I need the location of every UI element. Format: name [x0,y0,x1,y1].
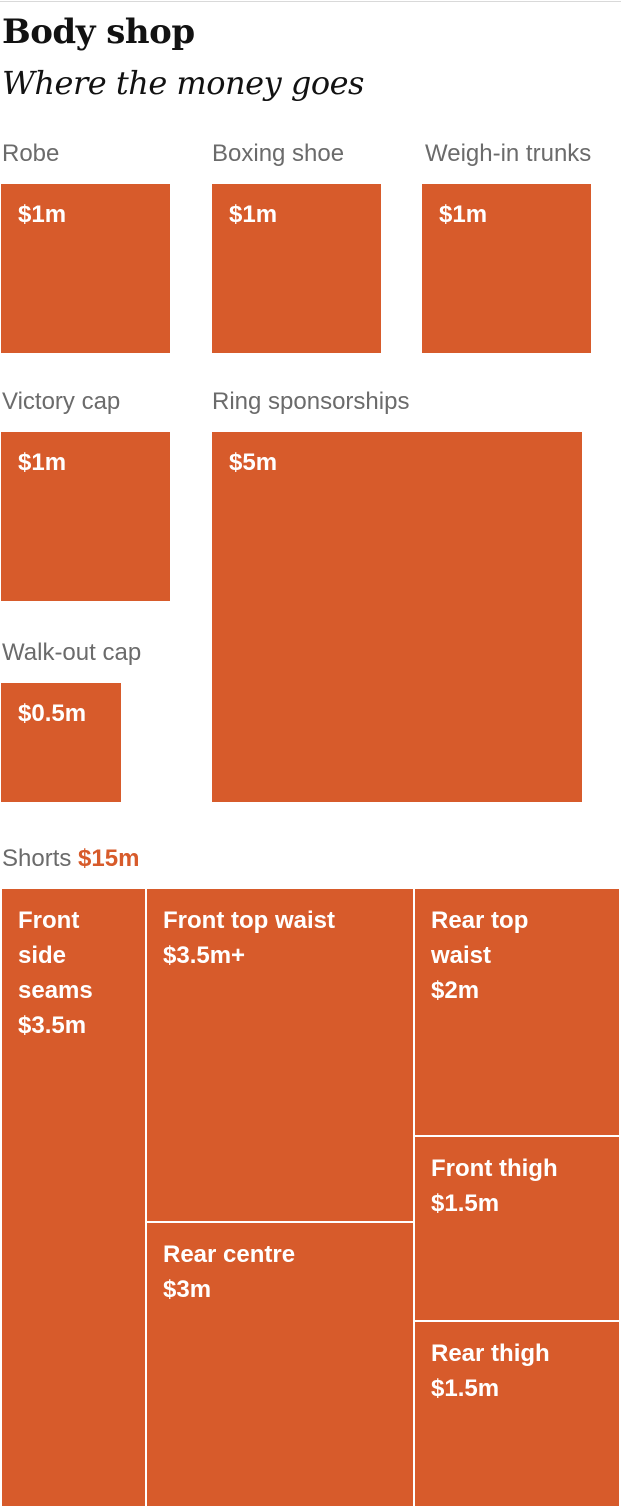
treemap-cell-line: $1.5m [431,1375,500,1402]
treemap-cell-text: Rear thigh $1.5m [431,1336,611,1406]
treemap-cell-text: Rear centre $3m [163,1237,405,1307]
treemap-cell-line: waist [431,942,492,969]
item-square-victory-cap: $1m [1,432,170,601]
item-value-ring-sponsorships: $5m [229,449,278,476]
treemap-cell-line: $3.5m+ [163,942,246,969]
treemap-cell-line: Rear centre [163,1241,296,1268]
treemap-cell-text: Front thigh $1.5m [431,1151,611,1221]
shorts-total: $15m [78,845,140,872]
treemap-cell-text: Front top waist $3.5m+ [163,903,405,973]
item-square-robe: $1m [1,184,170,353]
shorts-label-text: Shorts [2,845,72,872]
item-label-weigh-in-trunks: Weigh-in trunks [425,140,592,167]
treemap-cell-front-top-waist: Front top waist $3.5m+ [146,888,414,1222]
treemap-cell-line: $2m [431,977,480,1004]
item-value-weigh-in-trunks: $1m [439,201,488,228]
item-value-victory-cap: $1m [18,449,67,476]
item-label-robe: Robe [2,140,60,167]
item-label-ring-sponsorships: Ring sponsorships [212,388,410,415]
treemap-cell-line: seams [18,977,93,1004]
treemap-cell-line: Rear thigh [431,1340,550,1367]
chart-title: Body shop [2,12,195,52]
item-square-boxing-shoe: $1m [212,184,381,353]
item-value-walk-out-cap: $0.5m [18,700,87,727]
treemap-cell-front-side-seams: Front side seams $3.5m [1,888,146,1507]
item-square-ring-sponsorships: $5m [212,432,582,802]
treemap-cell-text: Front side seams $3.5m [18,903,137,1043]
shorts-label: Shorts $15m [2,845,139,873]
chart-subtitle: Where the money goes [2,64,364,102]
item-square-walk-out-cap: $0.5m [1,683,121,802]
shorts-treemap: Front side seams $3.5m Front top waist $3.5m… [1,888,620,1507]
item-label-victory-cap: Victory cap [2,388,121,415]
treemap-cell-line: $3.5m [18,1012,87,1039]
treemap-cell-line: Front thigh [431,1155,558,1182]
treemap-cell-rear-thigh: Rear thigh $1.5m [414,1321,620,1507]
item-value-boxing-shoe: $1m [229,201,278,228]
treemap-cell-line: Front top waist [163,907,335,934]
item-label-walk-out-cap: Walk-out cap [2,639,142,666]
treemap-cell-rear-centre: Rear centre $3m [146,1222,414,1507]
treemap-cell-text: Rear top waist $2m [431,903,611,1008]
item-square-weigh-in-trunks: $1m [422,184,591,353]
top-rule [0,1,621,2]
treemap-cell-line: $3m [163,1276,212,1303]
treemap-cell-rear-top-waist: Rear top waist $2m [414,888,620,1136]
treemap-cell-line: $1.5m [431,1190,500,1217]
item-value-robe: $1m [18,201,67,228]
treemap-cell-line: Front [18,907,80,934]
treemap-cell-front-thigh: Front thigh $1.5m [414,1136,620,1321]
treemap-cell-line: Rear top [431,907,529,934]
item-label-boxing-shoe: Boxing shoe [212,140,345,167]
treemap-cell-line: side [18,942,67,969]
